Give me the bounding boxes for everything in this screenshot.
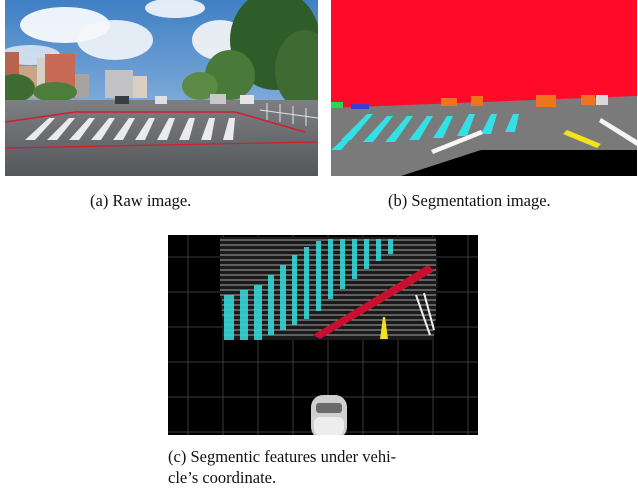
caption-c-line1: (c) Segmentic features under vehi- <box>168 446 478 467</box>
birds-eye-view-image <box>168 235 478 435</box>
caption-c-label: (c) <box>168 447 187 466</box>
caption-b-text: Segmentation image. <box>411 191 551 210</box>
raw-street-image <box>5 0 318 176</box>
segmentation-image-panel <box>331 0 637 176</box>
caption-a-text: Raw image. <box>112 191 192 210</box>
caption-c-text: Segmentic features under vehi- <box>190 447 397 466</box>
ego-vehicle-icon <box>311 395 347 435</box>
caption-a-label: (a) <box>90 191 109 210</box>
caption-b: (b) Segmentation image. <box>388 190 551 211</box>
caption-a: (a) Raw image. <box>90 190 191 211</box>
segmentation-image <box>331 0 637 176</box>
caption-c: (c) Segmentic features under vehi- cle’s… <box>168 446 478 488</box>
birds-eye-view-panel <box>168 235 478 435</box>
raw-image-panel <box>5 0 318 176</box>
caption-c-line2: cle’s coordinate. <box>168 468 277 487</box>
caption-b-label: (b) <box>388 191 408 210</box>
